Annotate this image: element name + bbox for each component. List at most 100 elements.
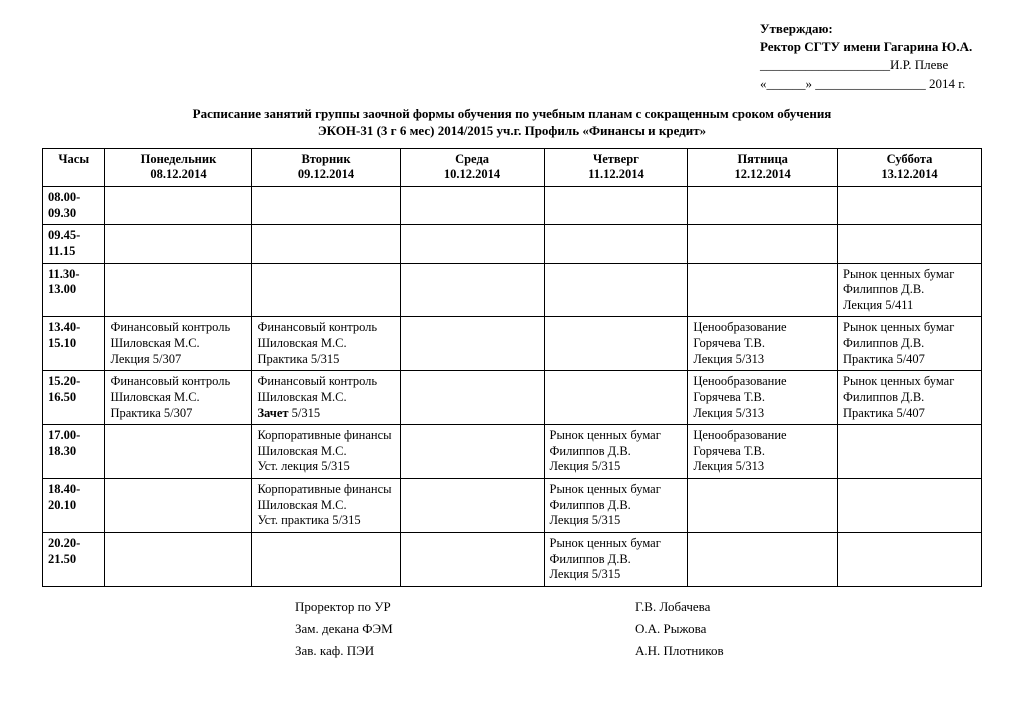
schedule-cell: Корпоративные финансыШиловская М.С.Уст. …: [252, 425, 400, 479]
cell-line: Уст. лекция 5/315: [257, 459, 394, 475]
schedule-cell: Корпоративные финансыШиловская М.С.Уст. …: [252, 479, 400, 533]
cell-line: Лекция 5/313: [693, 352, 832, 368]
cell-line: Лекция 5/411: [843, 298, 976, 314]
signature-role: Зам. декана ФЭМ: [295, 621, 635, 637]
cell-line: Корпоративные финансы: [257, 428, 394, 444]
signatures-block: Проректор по УР Г.В. Лобачева Зам. декан…: [295, 599, 984, 659]
schedule-cell: [400, 479, 544, 533]
header-day-3: Четверг 11.12.2014: [544, 148, 688, 186]
table-row: 18.40-20.10 Корпоративные финансыШиловска…: [43, 479, 982, 533]
cell-line: Ценообразование: [693, 428, 832, 444]
cell-line: Рынок ценных бумаг: [843, 374, 976, 390]
cell-line: Шиловская М.С.: [257, 390, 394, 406]
cell-line: Ценообразование: [693, 320, 832, 336]
schedule-cell: Рынок ценных бумагФилиппов Д.В.Лекция 5/…: [544, 425, 688, 479]
table-row: 09.45-11.15: [43, 225, 982, 263]
time-cell: 11.30-13.00: [43, 263, 105, 317]
header-day-5: Суббота 13.12.2014: [838, 148, 982, 186]
schedule-cell: [252, 532, 400, 586]
table-row: 17.00-18.30Корпоративные финансыШиловска…: [43, 425, 982, 479]
schedule-cell: [688, 187, 838, 225]
table-row: 13.40-15.10Финансовый контрольШиловская …: [43, 317, 982, 371]
time-cell: 13.40-15.10: [43, 317, 105, 371]
signature-row: Зам. декана ФЭМ О.А. Рыжова: [295, 621, 984, 637]
cell-line: Шиловская М.С.: [257, 498, 394, 514]
cell-line: Финансовый контроль: [257, 374, 394, 390]
cell-line: Рынок ценных бумаг: [550, 428, 683, 444]
cell-line: Уст. практика 5/315: [257, 513, 394, 529]
schedule-cell: Рынок ценных бумагФилиппов Д.В.Лекция 5/…: [544, 532, 688, 586]
schedule-cell: [252, 263, 400, 317]
cell-line: Рынок ценных бумаг: [843, 267, 976, 283]
time-cell: 09.45-11.15: [43, 225, 105, 263]
cell-line: Шиловская М.С.: [257, 444, 394, 460]
schedule-cell: [838, 225, 982, 263]
schedule-cell: ЦенообразованиеГорячева Т.В.Лекция 5/313: [688, 425, 838, 479]
cell-line: Лекция 5/313: [693, 459, 832, 475]
schedule-cell: [252, 225, 400, 263]
schedule-cell: [400, 187, 544, 225]
approval-block: Утверждаю: Ректор СГТУ имени Гагарина Ю.…: [760, 20, 984, 93]
cell-line: Филиппов Д.В.: [843, 282, 976, 298]
cell-line: Горячева Т.В.: [693, 390, 832, 406]
table-head: Часы Понедельник 08.12.2014 Вторник 09.1…: [43, 148, 982, 186]
table-row: 20.20-21.50 Рынок ценных бумагФилиппов Д.…: [43, 532, 982, 586]
table-row: 15.20-16.50Финансовый контрольШиловская …: [43, 371, 982, 425]
cell-line: Практика 5/307: [110, 406, 246, 422]
schedule-cell: [105, 425, 252, 479]
signature-name: О.А. Рыжова: [635, 621, 706, 637]
schedule-cell: Финансовый контрольШиловская М.С.Зачет 5…: [252, 371, 400, 425]
cell-line: Практика 5/407: [843, 352, 976, 368]
cell-line: Лекция 5/315: [550, 459, 683, 475]
cell-line: Ценообразование: [693, 374, 832, 390]
schedule-cell: Рынок ценных бумагФилиппов Д.В.Практика …: [838, 371, 982, 425]
schedule-cell: [400, 371, 544, 425]
schedule-cell: [544, 225, 688, 263]
header-hours: Часы: [43, 148, 105, 186]
cell-line: Финансовый контроль: [110, 374, 246, 390]
schedule-cell: [400, 317, 544, 371]
title-line2: ЭКОН-31 (3 г 6 мес) 2014/2015 уч.г. Проф…: [40, 122, 984, 140]
header-day-0: Понедельник 08.12.2014: [105, 148, 252, 186]
time-cell: 18.40-20.10: [43, 479, 105, 533]
schedule-cell: Финансовый контрольШиловская М.С.Лекция …: [105, 317, 252, 371]
schedule-cell: Рынок ценных бумагФилиппов Д.В.Лекция 5/…: [544, 479, 688, 533]
table-body: 08.00-09.3009.45-11.1511.30-13.00Рынок ц…: [43, 187, 982, 587]
schedule-cell: [105, 225, 252, 263]
cell-line: Лекция 5/307: [110, 352, 246, 368]
cell-line: Рынок ценных бумаг: [550, 536, 683, 552]
schedule-cell: [400, 425, 544, 479]
schedule-cell: [838, 187, 982, 225]
cell-line: Горячева Т.В.: [693, 444, 832, 460]
schedule-cell: [544, 317, 688, 371]
signature-role: Проректор по УР: [295, 599, 635, 615]
schedule-cell: [688, 263, 838, 317]
schedule-cell: [252, 187, 400, 225]
cell-line: Шиловская М.С.: [257, 336, 394, 352]
cell-line: Финансовый контроль: [110, 320, 246, 336]
schedule-cell: Рынок ценных бумагФилиппов Д.В.Практика …: [838, 317, 982, 371]
cell-line: Рынок ценных бумаг: [550, 482, 683, 498]
cell-line: Филиппов Д.В.: [550, 444, 683, 460]
schedule-cell: [838, 532, 982, 586]
cell-line: Зачет 5/315: [257, 406, 394, 422]
schedule-cell: [400, 263, 544, 317]
time-cell: 20.20-21.50: [43, 532, 105, 586]
signature-row: Зав. каф. ПЭИ А.Н. Плотников: [295, 643, 984, 659]
schedule-cell: [105, 479, 252, 533]
schedule-cell: ЦенообразованиеГорячева Т.В.Лекция 5/313: [688, 317, 838, 371]
schedule-cell: [544, 263, 688, 317]
schedule-cell: ЦенообразованиеГорячева Т.В.Лекция 5/313: [688, 371, 838, 425]
signature-row: Проректор по УР Г.В. Лобачева: [295, 599, 984, 615]
cell-line: Финансовый контроль: [257, 320, 394, 336]
cell-line: Филиппов Д.В.: [843, 390, 976, 406]
schedule-cell: Рынок ценных бумагФилиппов Д.В.Лекция 5/…: [838, 263, 982, 317]
cell-line: Лекция 5/315: [550, 567, 683, 583]
schedule-cell: [105, 187, 252, 225]
approval-line3: ____________________И.Р. Плеве: [760, 56, 984, 74]
schedule-cell: [838, 425, 982, 479]
signature-role: Зав. каф. ПЭИ: [295, 643, 635, 659]
schedule-cell: [105, 263, 252, 317]
schedule-cell: [688, 225, 838, 263]
schedule-cell: Финансовый контрольШиловская М.С.Практик…: [252, 317, 400, 371]
